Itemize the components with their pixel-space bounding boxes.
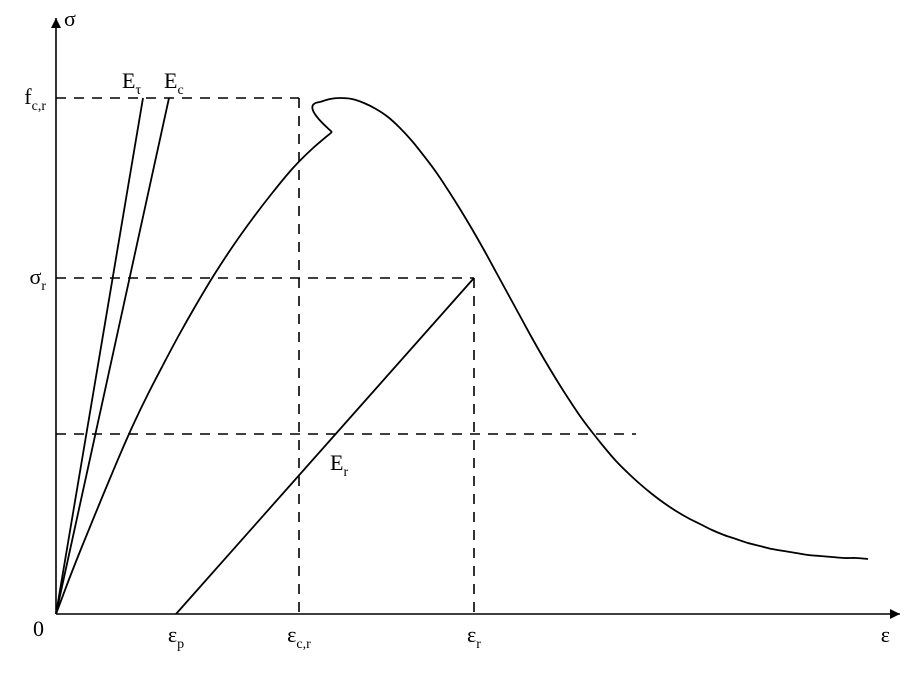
label-sigma-axis: σ (64, 6, 76, 31)
x-axis-arrow (890, 609, 900, 619)
line-E-r (176, 278, 474, 614)
y-axis-arrow (51, 18, 61, 28)
stress-strain-curve-fall (320, 98, 868, 559)
line-E-c (56, 98, 169, 614)
label-epsilon-axis: ε (881, 622, 890, 647)
label-E-c: Ec (164, 68, 184, 98)
label-E-r: Er (330, 450, 348, 480)
label-eps-p: εp (168, 622, 184, 652)
label-sigma-r: σr (29, 264, 46, 294)
label-origin: 0 (33, 616, 44, 641)
stress-strain-curve-peak (312, 102, 332, 132)
label-eps-r: εr (467, 622, 481, 652)
label-E-tau: Eτ (122, 68, 141, 98)
stress-strain-diagram: σ ε 0 fc,r σr εp εc,r εr Eτ Ec Er (0, 0, 917, 677)
label-fcr: fc,r (24, 84, 46, 114)
line-E-tau (56, 98, 143, 614)
label-eps-cr: εc,r (287, 622, 311, 652)
